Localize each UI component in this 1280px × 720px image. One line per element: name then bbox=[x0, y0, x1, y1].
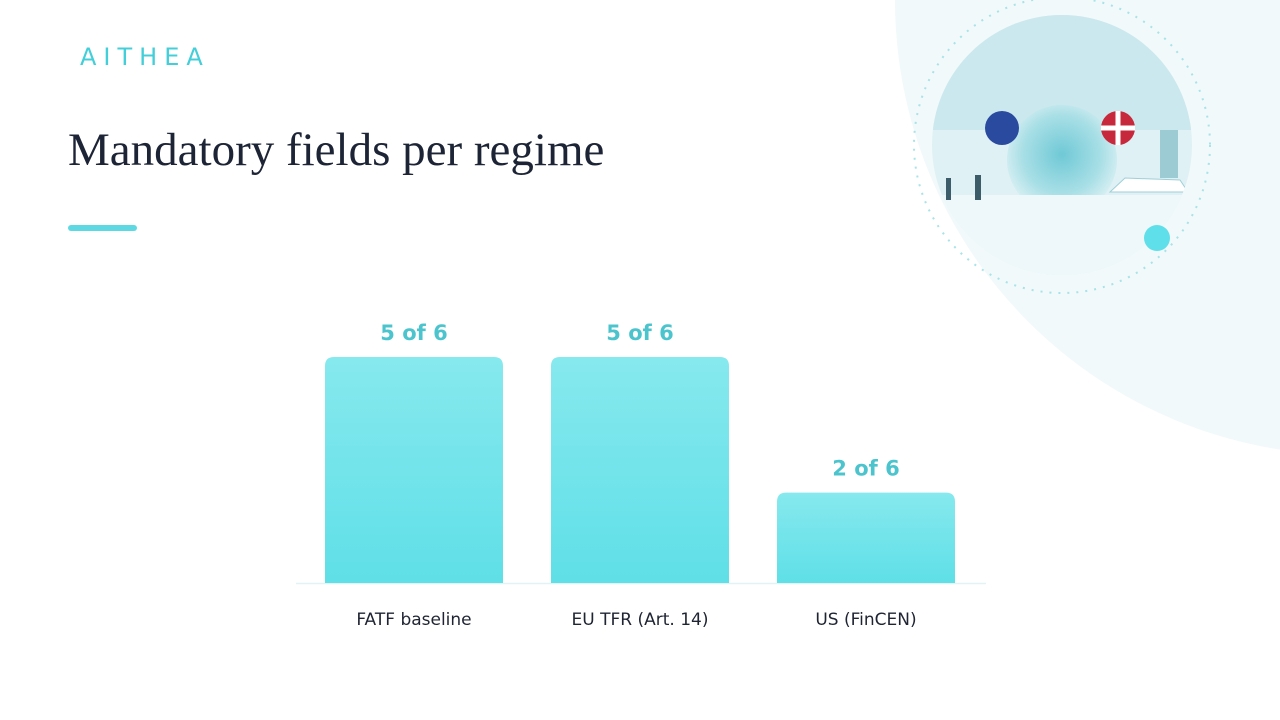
accent-dot bbox=[1144, 225, 1170, 251]
category-label: US (FinCEN) bbox=[815, 610, 916, 630]
bars: 5 of 6 FATF baseline 5 of 6 EU TFR (Art. 14… bbox=[325, 321, 955, 630]
value-label: 5 of 6 bbox=[606, 321, 673, 345]
brand-logo: AITHEA bbox=[80, 43, 210, 71]
dotted-ring bbox=[913, 0, 1211, 294]
value-label: 2 of 6 bbox=[832, 457, 899, 481]
value-label: 5 of 6 bbox=[380, 321, 447, 345]
title-underline bbox=[68, 225, 137, 231]
bar bbox=[325, 357, 503, 583]
bar bbox=[551, 357, 729, 583]
category-label: FATF baseline bbox=[356, 610, 471, 630]
category-label: EU TFR (Art. 14) bbox=[572, 610, 709, 630]
bar bbox=[777, 492, 955, 583]
chart-title: Mandatory fields per regime bbox=[68, 124, 604, 176]
